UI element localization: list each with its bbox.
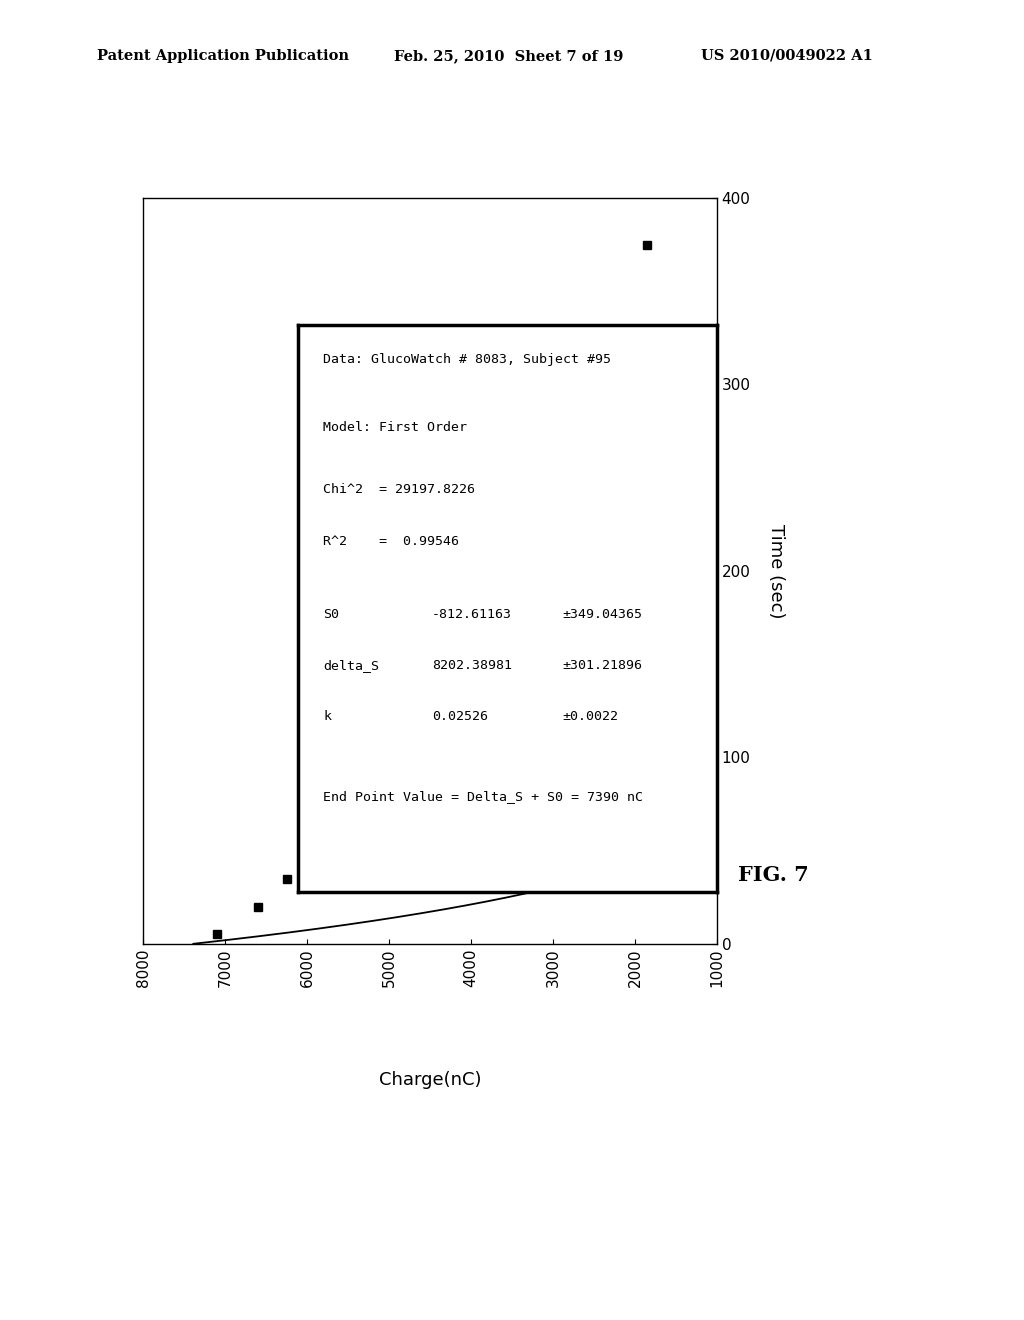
Y-axis label: Time (sec): Time (sec)	[767, 524, 785, 618]
Text: Feb. 25, 2010  Sheet 7 of 19: Feb. 25, 2010 Sheet 7 of 19	[394, 49, 624, 63]
Text: FIG. 7: FIG. 7	[737, 865, 809, 884]
Text: US 2010/0049022 A1: US 2010/0049022 A1	[701, 49, 873, 63]
Text: Patent Application Publication: Patent Application Publication	[97, 49, 349, 63]
X-axis label: Charge(nC): Charge(nC)	[379, 1071, 481, 1089]
